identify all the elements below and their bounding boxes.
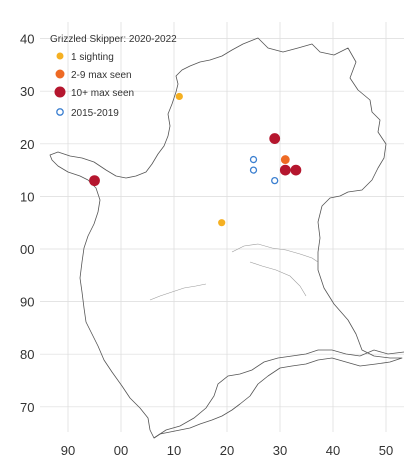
- y-tick-label: 80: [20, 347, 34, 362]
- y-tick-label: 20: [20, 137, 34, 152]
- marker-earlier-record: [249, 155, 258, 164]
- y-axis-ticks: 40 30 20 10 00 90 80 70: [20, 32, 34, 415]
- legend-label-ten-plus: 10+ max seen: [71, 88, 134, 99]
- y-tick-label: 00: [20, 242, 34, 257]
- x-tick-label: 50: [379, 443, 393, 458]
- internal-boundary: [149, 283, 207, 301]
- record-markers: [89, 92, 302, 227]
- marker-earlier-record: [271, 176, 279, 185]
- y-tick-label: 70: [20, 400, 34, 415]
- x-tick-label: 40: [326, 443, 340, 458]
- x-tick-label: 20: [220, 443, 234, 458]
- y-tick-label: 10: [20, 189, 34, 204]
- legend: Grizzled Skipper: 2020-2022 1 sighting 2…: [50, 34, 177, 119]
- legend-swatch-ten-plus: [54, 86, 66, 98]
- marker-one-sighting: [175, 92, 183, 101]
- legend-label-earlier-records: 2015-2019: [71, 108, 119, 119]
- marker-earlier-record: [249, 166, 258, 174]
- legend-label-two-to-nine: 2-9 max seen: [71, 70, 132, 81]
- marker-one-sighting: [218, 219, 226, 227]
- marker-two-to-nine: [280, 155, 290, 164]
- y-tick-label: 40: [20, 32, 34, 47]
- legend-swatch-two-to-nine: [55, 69, 65, 79]
- legend-swatch-one-sighting: [56, 52, 64, 60]
- x-tick-label: 00: [114, 443, 128, 458]
- x-tick-label: 10: [167, 443, 181, 458]
- river: [153, 349, 405, 439]
- legend-title: Grizzled Skipper: 2020-2022: [50, 34, 177, 45]
- internal-boundary: [231, 243, 319, 263]
- marker-ten-plus: [269, 133, 281, 144]
- internal-boundary: [249, 261, 307, 297]
- y-tick-label: 30: [20, 84, 34, 99]
- marker-ten-plus: [279, 164, 291, 176]
- y-tick-label: 90: [20, 295, 34, 310]
- x-tick-label: 30: [273, 443, 287, 458]
- marker-ten-plus: [290, 164, 302, 176]
- map-grid: [40, 22, 404, 432]
- legend-label-one-sighting: 1 sighting: [71, 52, 114, 63]
- marker-ten-plus: [89, 175, 100, 187]
- legend-swatch-earlier-records: [56, 108, 64, 116]
- x-tick-label: 90: [61, 443, 75, 458]
- county-boundary: [49, 37, 403, 439]
- x-axis-ticks: 90 00 10 20 30 40 50: [61, 443, 393, 458]
